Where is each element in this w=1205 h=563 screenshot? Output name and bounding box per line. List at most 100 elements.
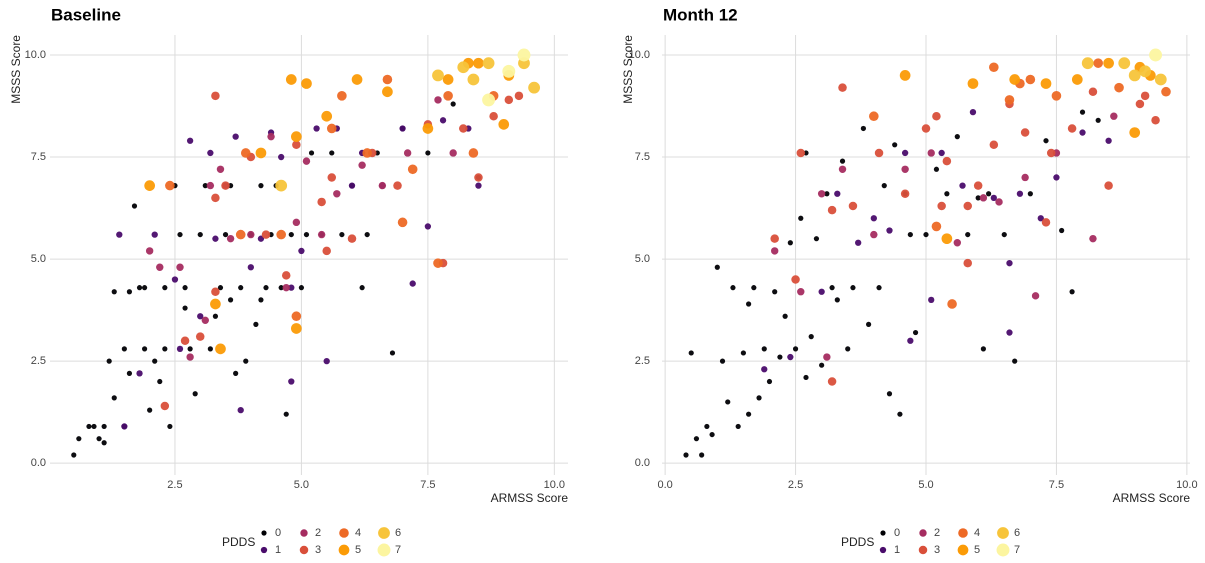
- legend-swatch: [880, 530, 886, 536]
- point: [761, 366, 768, 373]
- point: [688, 350, 694, 356]
- point: [1104, 181, 1113, 190]
- point: [237, 406, 244, 414]
- chart-title: Baseline: [51, 5, 121, 24]
- legend-label: 7: [1014, 544, 1020, 556]
- point: [141, 346, 148, 352]
- point: [263, 285, 269, 291]
- point: [197, 231, 203, 238]
- point: [1040, 78, 1052, 89]
- point: [378, 181, 387, 190]
- point: [291, 311, 302, 322]
- point: [141, 285, 148, 291]
- point: [475, 182, 482, 189]
- point: [467, 73, 480, 86]
- point: [869, 111, 879, 122]
- legend-label: 4: [974, 527, 980, 539]
- legend-swatch: [299, 545, 309, 555]
- point: [182, 285, 188, 291]
- point: [975, 195, 981, 201]
- point: [298, 247, 305, 255]
- x-tick-label: 10.0: [544, 479, 565, 491]
- legend-label: 1: [275, 544, 281, 556]
- point: [489, 111, 498, 121]
- point: [291, 323, 302, 334]
- point: [866, 321, 872, 327]
- point: [938, 149, 945, 157]
- point: [101, 440, 107, 446]
- point: [197, 313, 204, 320]
- point: [942, 156, 952, 166]
- point: [989, 140, 999, 150]
- point: [986, 191, 992, 197]
- point: [725, 399, 731, 405]
- point: [1079, 109, 1086, 115]
- point: [288, 378, 295, 385]
- point: [892, 142, 898, 148]
- point: [407, 164, 418, 175]
- point: [298, 285, 305, 291]
- x-tick-label: 10.0: [1176, 479, 1197, 491]
- point: [243, 358, 249, 364]
- legend-label: 4: [355, 527, 361, 539]
- point: [1135, 99, 1145, 109]
- point: [827, 205, 837, 215]
- point: [791, 275, 800, 284]
- point: [182, 305, 188, 311]
- point: [424, 223, 432, 230]
- point: [71, 452, 77, 458]
- point: [845, 346, 851, 352]
- point: [111, 395, 117, 401]
- point: [434, 96, 442, 104]
- point: [1006, 329, 1013, 336]
- point: [928, 296, 935, 304]
- point: [221, 181, 230, 190]
- point: [187, 346, 193, 352]
- point: [787, 240, 793, 246]
- point: [704, 423, 710, 430]
- point: [1016, 190, 1024, 197]
- point: [439, 117, 447, 124]
- point: [473, 57, 484, 69]
- legend-label: 2: [934, 527, 940, 539]
- point: [211, 193, 220, 203]
- point: [870, 230, 878, 239]
- point: [860, 125, 866, 132]
- legend-label: 3: [934, 544, 940, 556]
- point: [258, 297, 264, 303]
- legend-swatch: [879, 546, 887, 554]
- point: [207, 346, 213, 352]
- point: [979, 194, 988, 202]
- point: [399, 125, 406, 132]
- point: [1025, 74, 1036, 85]
- point: [292, 218, 301, 227]
- point: [126, 289, 133, 295]
- point: [111, 289, 117, 295]
- legend-swatch: [300, 529, 308, 537]
- point: [329, 150, 335, 156]
- point: [933, 166, 940, 172]
- point: [766, 378, 773, 385]
- point: [176, 345, 184, 353]
- point: [450, 101, 456, 107]
- point: [834, 297, 840, 303]
- point: [777, 354, 783, 360]
- point: [886, 227, 893, 234]
- point: [211, 91, 220, 101]
- point: [990, 194, 997, 202]
- y-tick-label: 7.5: [635, 151, 650, 163]
- y-tick-label: 0.0: [635, 457, 650, 469]
- legend-swatch: [260, 546, 268, 554]
- point: [756, 395, 762, 401]
- point: [1020, 128, 1030, 137]
- point: [819, 362, 825, 368]
- x-tick-label: 7.5: [420, 479, 435, 491]
- point: [442, 74, 454, 85]
- x-tick-label: 5.0: [918, 479, 933, 491]
- x-tick-label: 2.5: [167, 479, 182, 491]
- point: [358, 161, 366, 169]
- y-axis-title: MSSS Score: [621, 35, 635, 104]
- point: [792, 346, 799, 352]
- point: [151, 231, 158, 238]
- point: [1093, 58, 1103, 68]
